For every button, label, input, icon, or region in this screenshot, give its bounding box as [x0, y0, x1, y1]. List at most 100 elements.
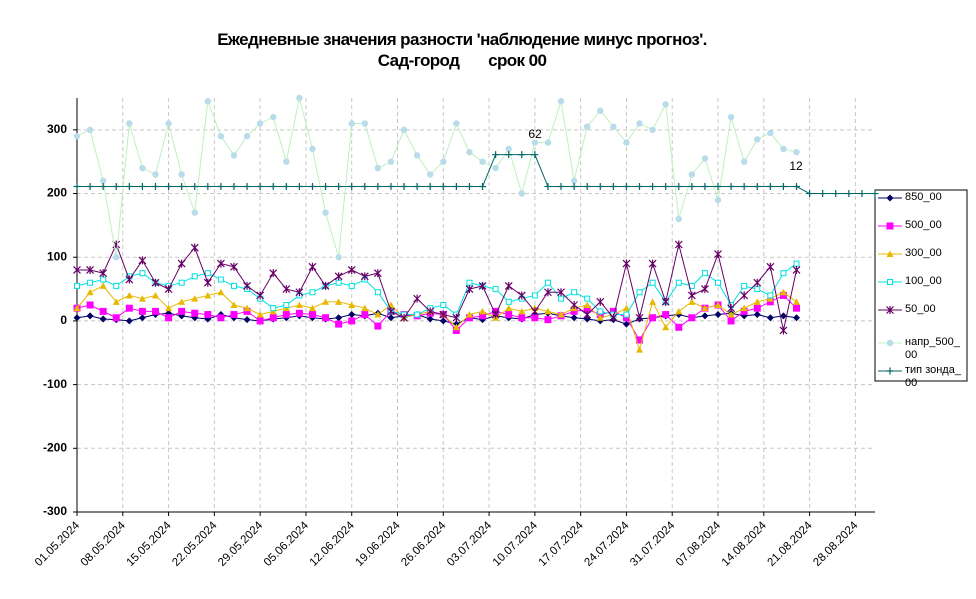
chart-subtitle: Сад-город срок 00: [378, 51, 547, 70]
point: [177, 259, 186, 268]
point: [164, 285, 173, 294]
point: [688, 298, 696, 305]
point: [282, 183, 290, 191]
point: [113, 282, 120, 289]
point: [714, 183, 722, 191]
point: [544, 316, 552, 324]
point: [322, 183, 330, 191]
point: [622, 259, 631, 268]
point: [505, 298, 512, 305]
point: [269, 183, 277, 191]
point: [727, 304, 736, 313]
point: [387, 158, 395, 165]
point: [727, 113, 735, 121]
point: [793, 298, 801, 305]
point: [348, 282, 355, 289]
point: [138, 314, 146, 322]
point: [649, 298, 657, 305]
x-tick-label: 24.07.2024: [582, 519, 632, 569]
point: [86, 265, 95, 274]
point: [282, 311, 290, 319]
point: [753, 183, 761, 191]
point: [73, 265, 81, 274]
point: [308, 183, 316, 191]
x-tick-label: 05.06.2024: [262, 519, 312, 569]
point: [309, 145, 316, 153]
point: [374, 164, 382, 172]
x-tick-label: 14.08.2024: [720, 519, 770, 569]
point: [440, 302, 447, 308]
point: [99, 177, 107, 184]
point: [217, 183, 225, 191]
point: [819, 190, 827, 198]
y-tick-label: 0: [60, 313, 67, 327]
y-tick-label: 300: [47, 122, 67, 136]
point: [714, 196, 722, 204]
point: [165, 304, 173, 312]
point: [727, 183, 735, 191]
x-tick-label: 10.07.2024: [491, 519, 541, 569]
point: [360, 272, 369, 281]
point: [243, 307, 251, 315]
point: [530, 307, 539, 316]
point: [701, 285, 709, 294]
point: [583, 305, 591, 313]
point: [165, 314, 173, 322]
point: [190, 243, 199, 252]
x-tick-label: 26.06.2024: [399, 519, 449, 569]
point: [688, 183, 696, 191]
point: [230, 262, 238, 271]
point: [191, 273, 198, 280]
point: [492, 151, 500, 159]
point: [256, 317, 264, 325]
point: [335, 314, 343, 322]
point: [779, 288, 787, 296]
point: [308, 304, 316, 312]
x-tick-label: 31.07.2024: [628, 519, 678, 569]
point: [648, 259, 657, 268]
point: [688, 314, 696, 322]
point: [400, 183, 408, 191]
point: [73, 133, 81, 140]
point: [178, 298, 186, 305]
point: [426, 315, 434, 323]
point: [886, 194, 894, 202]
point: [518, 190, 525, 197]
point: [373, 269, 382, 278]
point: [491, 310, 500, 319]
point: [740, 183, 748, 191]
point: [86, 183, 94, 191]
point: [452, 183, 460, 191]
x-tick-label: 22.05.2024: [170, 519, 220, 569]
point: [871, 190, 879, 198]
point: [636, 336, 644, 344]
point: [887, 279, 893, 285]
annotation: 12: [789, 159, 803, 173]
point: [282, 285, 291, 294]
point: [583, 301, 591, 308]
point: [335, 298, 343, 305]
point: [217, 314, 225, 322]
legend-label: 50_00: [905, 303, 936, 315]
point: [544, 288, 552, 297]
point: [256, 120, 264, 127]
point: [701, 183, 709, 191]
point: [99, 269, 108, 278]
point: [636, 289, 643, 296]
y-tick-label: -100: [43, 377, 67, 391]
legend-label: 850_00: [905, 191, 942, 203]
point: [374, 311, 382, 318]
point: [517, 291, 526, 300]
point: [361, 183, 369, 191]
point: [571, 289, 578, 296]
point: [479, 307, 487, 315]
point: [531, 151, 539, 159]
series-line: [76, 97, 797, 258]
point: [779, 291, 787, 299]
point: [740, 291, 749, 300]
point: [570, 183, 578, 191]
point: [465, 285, 474, 294]
point: [753, 298, 761, 305]
point: [427, 171, 434, 178]
